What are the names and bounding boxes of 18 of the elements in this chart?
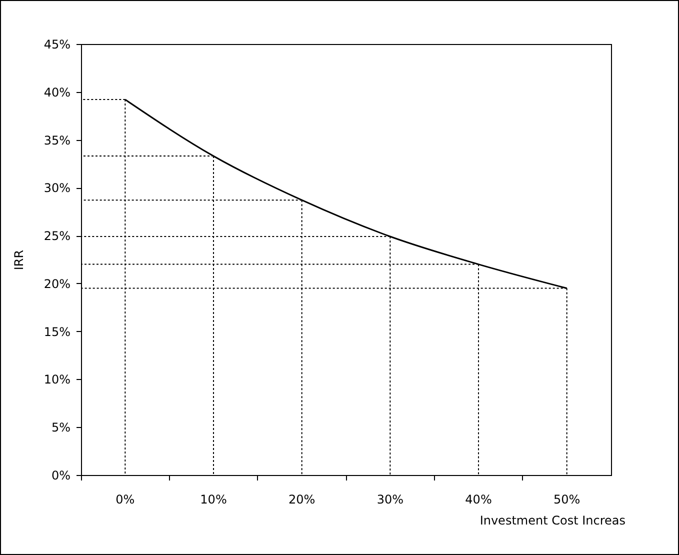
y-tick-label: 30% bbox=[44, 181, 70, 196]
y-tick-label: 0% bbox=[51, 468, 70, 482]
x-tick-label: 30% bbox=[376, 492, 404, 506]
x-tick-label: 10% bbox=[200, 492, 227, 506]
y-tick-label: 15% bbox=[44, 324, 70, 339]
x-tick-label: 20% bbox=[288, 492, 316, 506]
y-tick-label: 35% bbox=[44, 133, 70, 148]
y-axis-title: IRR bbox=[12, 250, 26, 270]
y-tick-label: 25% bbox=[44, 229, 70, 244]
x-tick-label: 50% bbox=[553, 492, 580, 506]
x-tick-label: 0% bbox=[116, 492, 135, 506]
x-tick-label: 40% bbox=[465, 492, 492, 506]
y-tick-label: 40% bbox=[44, 85, 70, 100]
x-axis-title: Investment Cost Increas bbox=[480, 514, 626, 528]
y-tick-label: 5% bbox=[51, 420, 70, 435]
y-tick-label: 45% bbox=[44, 38, 70, 52]
y-tick-label: 10% bbox=[44, 372, 70, 387]
y-tick-label: 20% bbox=[44, 276, 70, 291]
